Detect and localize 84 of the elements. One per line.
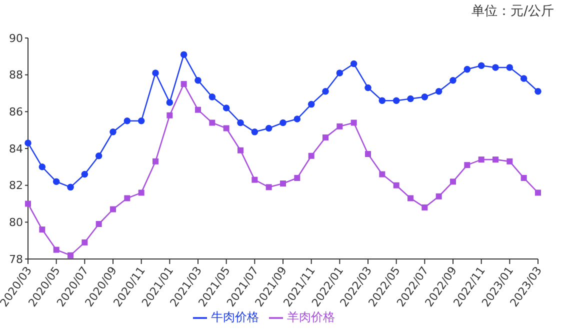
point xyxy=(378,97,386,104)
point xyxy=(194,76,202,84)
point xyxy=(350,120,357,126)
y-tick-label: 84 xyxy=(9,142,23,156)
point xyxy=(336,70,344,76)
point xyxy=(492,156,498,163)
point xyxy=(280,180,286,186)
point xyxy=(450,178,456,185)
point xyxy=(166,112,173,118)
y-tick-label: 88 xyxy=(9,68,23,82)
point xyxy=(265,124,272,132)
point xyxy=(208,94,216,100)
point xyxy=(251,128,258,136)
point xyxy=(308,152,314,159)
point xyxy=(53,246,60,253)
point xyxy=(124,117,131,124)
y-tick-label: 80 xyxy=(9,216,23,230)
point xyxy=(222,104,230,112)
point xyxy=(520,174,527,181)
point xyxy=(506,158,513,164)
legend-label: 牛肉价格 xyxy=(211,310,259,324)
point xyxy=(67,184,74,191)
point xyxy=(534,88,542,95)
point xyxy=(252,176,258,183)
point xyxy=(350,60,358,68)
point xyxy=(180,51,188,58)
point xyxy=(152,70,159,76)
point xyxy=(38,164,46,170)
point xyxy=(110,206,116,212)
point xyxy=(464,66,471,73)
point xyxy=(365,151,371,158)
point xyxy=(138,190,144,196)
point xyxy=(422,204,428,210)
point xyxy=(81,170,88,178)
point xyxy=(39,226,46,233)
point xyxy=(407,95,414,102)
point xyxy=(294,116,301,122)
y-tick-label: 82 xyxy=(9,179,23,192)
point xyxy=(266,184,272,190)
point xyxy=(280,119,286,126)
y-tick-label: 78 xyxy=(9,252,23,266)
point xyxy=(180,81,187,88)
point xyxy=(238,147,244,154)
point xyxy=(336,123,343,130)
point xyxy=(392,97,400,104)
point xyxy=(322,134,328,140)
point xyxy=(138,117,145,124)
point xyxy=(24,140,32,146)
point xyxy=(95,152,102,160)
point xyxy=(25,200,31,207)
point xyxy=(393,182,400,188)
point xyxy=(478,156,484,163)
point xyxy=(82,239,88,246)
point xyxy=(464,162,470,168)
point xyxy=(506,64,514,71)
point xyxy=(52,178,60,186)
point xyxy=(364,84,372,92)
point xyxy=(408,195,414,202)
point xyxy=(322,88,329,95)
point xyxy=(535,190,541,196)
point xyxy=(520,75,528,82)
legend-label: 羊肉价格 xyxy=(287,310,335,324)
point xyxy=(450,76,456,84)
point xyxy=(223,125,230,132)
point xyxy=(478,62,485,70)
point xyxy=(435,88,442,95)
point xyxy=(436,193,442,200)
point xyxy=(152,158,158,164)
point xyxy=(308,100,315,108)
point xyxy=(68,252,74,258)
point xyxy=(294,174,300,181)
y-tick-label: 90 xyxy=(9,32,23,45)
point xyxy=(209,120,216,126)
point xyxy=(195,106,201,113)
point xyxy=(492,64,499,71)
point xyxy=(421,94,428,100)
point xyxy=(124,195,130,202)
point xyxy=(96,221,102,228)
point xyxy=(237,119,244,126)
point xyxy=(379,171,386,178)
text: 单位：元/公斤 xyxy=(472,3,554,20)
point xyxy=(166,99,174,106)
y-tick-label: 86 xyxy=(9,106,23,119)
point xyxy=(110,128,116,136)
